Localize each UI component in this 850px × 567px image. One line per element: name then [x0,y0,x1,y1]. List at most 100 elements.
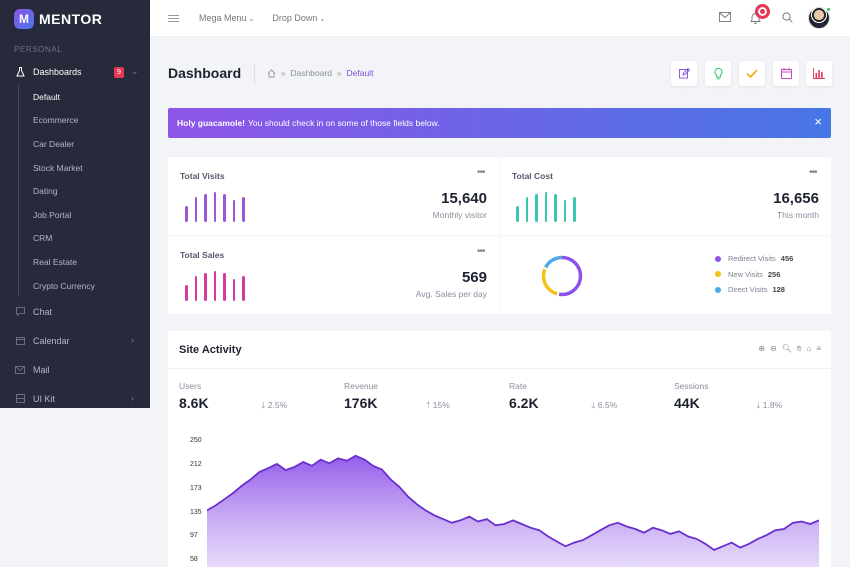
sidebar-item-ui-kit[interactable]: UI Kit › [0,384,150,413]
submenu-item-ecommerce[interactable]: Ecommerce [33,115,79,126]
submenu-line [18,85,19,298]
chart-menu-icon[interactable]: ≡ [816,344,821,353]
spark-bar [535,193,538,222]
spark-bar [204,193,207,222]
stat-subtitle: Avg. Sales per day [415,289,487,299]
breadcrumb-divider [254,64,255,84]
arrow-down-icon: 🡓 [756,400,761,410]
sidebar: M MENTOR PERSONAL Dashboards 9 ⌄ Default… [0,0,150,408]
mail-icon [14,364,26,376]
hamburger-menu-icon[interactable] [168,14,179,22]
submenu-item-default[interactable]: Default [33,91,60,102]
total-cost-card: Total Cost ••• 16,656 This month [500,157,831,235]
legend-dot [715,255,721,262]
sidebar-item-label: Mail [33,364,50,375]
spark-bar [213,271,216,301]
metric-change-value: 1.8% [762,400,783,410]
drop-down-label: Drop Down [272,13,318,23]
legend-label: Redirect Visits [728,254,776,264]
spark-bar [563,199,566,222]
breadcrumb-current: Default [346,68,374,78]
alert-strong: Holy guacamole! [177,118,246,128]
sidebar-item-calendar[interactable]: Calendar › [0,326,150,355]
sidebar-section-label: PERSONAL [14,45,63,54]
zoom-out-icon[interactable]: ⊖ [770,344,777,353]
submenu-item-crm[interactable]: CRM [33,233,53,244]
metric-value: 8.6K [179,395,209,411]
zoom-in-icon[interactable]: ⊕ [758,344,766,353]
user-avatar[interactable] [808,7,830,29]
metric-label: Sessions [674,381,709,391]
mega-menu-dropdown[interactable]: Mega Menu ⌄ [199,13,254,23]
sales-sparkbars [185,271,245,301]
total-sales-card: Total Sales ••• 569 Avg. Sales per day [168,236,499,314]
search-icon[interactable] [782,12,793,23]
legend-value: 128 [772,285,785,295]
metric-change: 🡓 6.5% [591,400,617,414]
breadcrumb-dashboard-link[interactable]: Dashboard [290,68,333,78]
chat-icon [14,306,26,318]
chevron-down-icon: ⌄ [248,16,255,23]
submenu-item-stock-market[interactable]: Stock Market [33,162,83,173]
card-divider [168,368,831,369]
legend-item: Direct Visits 128 [715,282,793,298]
brand-name: MENTOR [39,10,103,27]
close-icon[interactable]: × [814,114,822,129]
check-icon [746,69,758,78]
site-activity-area-chart [207,454,819,567]
submenu-item-crypto-currency[interactable]: Crypto Currency [33,280,95,291]
metric-revenue: Revenue 176K 🡑 15% [344,381,450,411]
flask-icon [14,66,26,78]
stat-title: Total Visits [180,171,225,181]
spark-bar [185,284,188,301]
pan-hand-icon[interactable]: ✋︎ [796,344,802,353]
edit-button[interactable] [671,61,697,86]
stat-value: 569 [461,269,487,286]
sidebar-item-mail[interactable]: Mail [0,355,150,384]
reset-home-icon[interactable]: ⌂ [806,344,812,353]
brand[interactable]: M MENTOR [0,0,150,37]
magnifier-icon[interactable]: 🔍︎ [781,344,792,353]
metric-value: 44K [674,395,700,411]
submenu-item-car-dealer[interactable]: Car Dealer [33,138,75,149]
sidebar-item-chat[interactable]: Chat [0,297,150,326]
spark-bar [525,196,528,222]
visits-donut-chart [541,255,583,297]
calendar-button[interactable] [773,61,799,86]
arrow-up-icon: 🡑 [426,400,431,410]
spark-bar [194,196,197,222]
approve-button[interactable] [739,61,765,86]
submenu-item-job-portal[interactable]: Job Portal [33,209,72,220]
alert-banner: Holy guacamole! You should check in on s… [168,108,831,138]
lightbulb-icon [714,67,722,79]
spark-bar [223,272,226,301]
legend-value: 456 [780,254,794,264]
cost-sparkbars [516,192,576,222]
drop-down-menu[interactable]: Drop Down ⌄ [272,13,325,23]
stat-value: 16,656 [773,190,819,207]
report-button[interactable] [806,61,832,86]
spark-bar [573,196,576,222]
more-options-icon[interactable]: ••• [477,246,485,257]
submenu-item-dating[interactable]: Dating [33,186,58,197]
chevron-right-icon: › [131,335,134,346]
alert-text: You should check in on some of those fie… [248,118,440,128]
spark-bar [242,196,245,222]
mail-icon[interactable] [719,12,731,22]
legend-item: New Visits 256 [715,267,793,283]
chevron-right-icon: › [131,393,134,404]
idea-button[interactable] [705,61,731,86]
spark-bar [232,278,235,301]
ui-kit-icon [14,393,26,405]
y-axis-tick: 135 [190,509,202,516]
more-options-icon[interactable]: ••• [809,167,817,178]
dashboards-submenu: Default Ecommerce Car Dealer Stock Marke… [0,85,150,298]
more-options-icon[interactable]: ••• [477,167,485,178]
y-axis-tick: 250 [190,437,202,444]
calendar-icon [780,68,792,79]
sidebar-item-dashboards[interactable]: Dashboards 9 ⌄ [0,59,150,85]
spark-bar [204,272,207,301]
home-icon[interactable] [267,68,276,78]
chart-toolbar: ⊕ ⊖ 🔍︎ ✋︎ ⌂ ≡ [758,344,821,354]
submenu-item-real-estate[interactable]: Real Estate [33,256,77,267]
